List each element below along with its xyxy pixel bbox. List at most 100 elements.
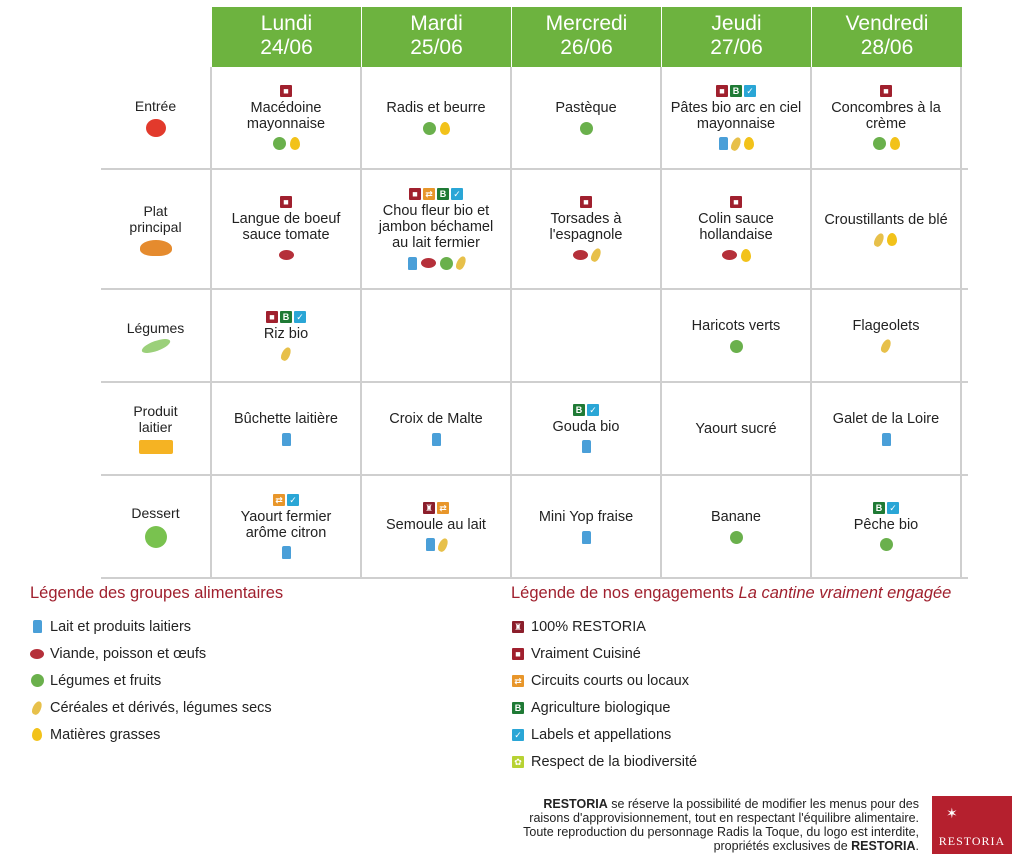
wheat-icon <box>30 699 44 716</box>
legend-item: Lait et produits laitiers <box>30 613 283 640</box>
menu-cell: Mini Yop fraise <box>512 476 662 577</box>
dish-name: Gouda bio <box>552 418 620 435</box>
dish-name: Pâtes bio arc en ciel <box>670 99 802 116</box>
vraiment-cuisine-badge-icon: ■ <box>880 84 892 97</box>
menu-cell: Flageolets <box>812 290 962 381</box>
fat-drop-icon <box>32 728 42 741</box>
dish-name: Macédoine <box>250 99 322 116</box>
meat-icon <box>572 250 588 260</box>
dish-name: Flageolets <box>852 318 920 334</box>
legend-item: ♜ 100% RESTORIA <box>511 613 951 640</box>
category-cell: Légumes <box>101 290 212 381</box>
dish-name: Semoule au lait <box>386 516 486 533</box>
menu-cell: Croix de Malte <box>362 383 512 474</box>
disclaimer: RESTORIA se réserve la possibilité de mo… <box>470 797 919 853</box>
food-groups-legend-items: Lait et produits laitiers Viande, poisson… <box>30 613 283 748</box>
day-header: Lundi 24/06 <box>212 7 362 67</box>
disclaimer-line: propriétés exclusives de <box>713 839 852 853</box>
dish-name: sauce tomate <box>242 227 330 243</box>
engagement-badges: ■ <box>730 196 742 208</box>
dish-name: mayonnaise <box>246 115 326 132</box>
day-date: 25/06 <box>410 36 463 59</box>
dish-name: Riz bio <box>263 325 309 342</box>
labels-badge-icon: ✓ <box>744 84 756 97</box>
milk-bottle-icon <box>881 432 891 446</box>
day-header: Mercredi 26/06 <box>512 7 662 67</box>
category-cell: Produit laitier <box>101 383 212 474</box>
engagement-badges: ⇄ ✓ <box>273 493 299 506</box>
menu-row: Entrée ■ Macédoine mayonnaise Radis et beurr… <box>101 67 968 170</box>
legend-item: ■ Vraiment Cuisiné <box>511 640 951 667</box>
day-header: Vendredi 28/06 <box>812 7 962 67</box>
menu-cell: ■ Langue de boeuf sauce tomate <box>212 170 362 288</box>
menu-cell: ■ Torsades à l'espagnole <box>512 170 662 288</box>
legend-label: Légumes et fruits <box>50 672 162 689</box>
dish-name: mayonnaise <box>696 115 776 132</box>
vegetable-icon <box>579 121 593 135</box>
food-group-icons <box>425 536 450 553</box>
menu-cell: Bûchette laitière <box>212 383 362 474</box>
legend-icon-slot <box>30 674 44 687</box>
milk-bottle-icon <box>581 440 591 453</box>
legend-label: Matières grasses <box>50 726 161 743</box>
food-group-icons <box>729 530 743 544</box>
dish-name: Yaourt sucré <box>695 420 777 437</box>
legend-icon-slot <box>30 620 44 633</box>
circuits-courts-badge-icon: ⇄ <box>437 501 449 514</box>
category-cell: Dessert <box>101 476 212 577</box>
menu-cell: ■ Colin sauce hollandaise <box>662 170 812 288</box>
food-groups-legend: Légende des groupes alimentaires Lait et… <box>30 584 283 748</box>
category-cell: Entrée <box>101 67 212 168</box>
vegetable-icon <box>879 538 893 551</box>
menu-cell: B ✓ Gouda bio <box>512 383 662 474</box>
day-name: Vendredi <box>845 12 929 35</box>
milk-bottle-icon <box>281 546 291 559</box>
dish-name: l'espagnole <box>549 227 623 243</box>
food-group-icons <box>879 538 893 552</box>
dish-name: Croix de Malte <box>389 411 483 427</box>
vraiment-cuisine-badge-icon: ■ <box>580 196 592 208</box>
milk-bottle-icon <box>581 530 591 544</box>
category-label: Dessert <box>131 505 180 521</box>
milk-bottle-icon <box>32 620 42 633</box>
dish-name: Croustillants de blé <box>824 211 948 228</box>
agriculture-bio-badge-icon: B <box>873 501 885 514</box>
day-header: Jeudi 27/06 <box>662 7 812 67</box>
legend-icon-slot: ✿ <box>511 755 525 768</box>
legend-label: Circuits courts ou locaux <box>531 672 689 689</box>
engagement-badges: ♜ ⇄ <box>423 501 449 514</box>
legend-label: Lait et produits laitiers <box>50 618 192 635</box>
restoria-logo: ✶ RESTORIA <box>932 796 1012 854</box>
food-group-icons <box>729 339 743 353</box>
category-label: Entrée <box>134 98 177 114</box>
menu-cell: B ✓ Pêche bio <box>812 476 962 577</box>
food-group-icons <box>422 121 450 135</box>
menu-row: Légumes ■ B ✓ Riz bio Haricots verts Flageolet… <box>101 290 968 383</box>
menu-cell: Pastèque <box>512 67 662 168</box>
disclaimer-line: raisons d'approvisionnement, tout en res… <box>529 811 919 825</box>
legend-item: Matières grasses <box>30 721 283 748</box>
engagements-legend-items: ♜ 100% RESTORIA ■ Vraiment Cuisiné ⇄ Circuits… <box>511 613 951 775</box>
restoria-badge-icon: ♜ <box>423 501 435 514</box>
legend-label: Viande, poisson et œufs <box>50 645 207 662</box>
circuits-courts-badge-icon: ⇄ <box>423 188 435 200</box>
tomato-icon <box>145 119 166 137</box>
wheat-icon <box>879 337 893 355</box>
day-date: 26/06 <box>560 36 613 59</box>
menu-cell: ■ Concombres à la crème <box>812 67 962 168</box>
legend-item: Viande, poisson et œufs <box>30 640 283 667</box>
food-groups-legend-title: Légende des groupes alimentaires <box>30 584 284 602</box>
food-group-icons <box>279 345 293 362</box>
vegetable-icon <box>729 530 743 544</box>
engagement-badges: B ✓ <box>873 501 899 514</box>
engagement-badges: ■ <box>280 84 292 97</box>
labels-badge-icon: ✓ <box>512 728 524 741</box>
roast-chicken-icon <box>139 239 172 256</box>
disclaimer-line: . <box>915 839 919 853</box>
wheat-icon <box>435 536 450 553</box>
dish-name: Bûchette laitière <box>234 411 338 427</box>
meat-icon <box>278 250 294 260</box>
agriculture-bio-badge-icon: B <box>573 403 585 416</box>
wheat-icon <box>728 135 743 152</box>
menu-row: Produit laitier Bûchette laitière Croix de … <box>101 383 968 476</box>
